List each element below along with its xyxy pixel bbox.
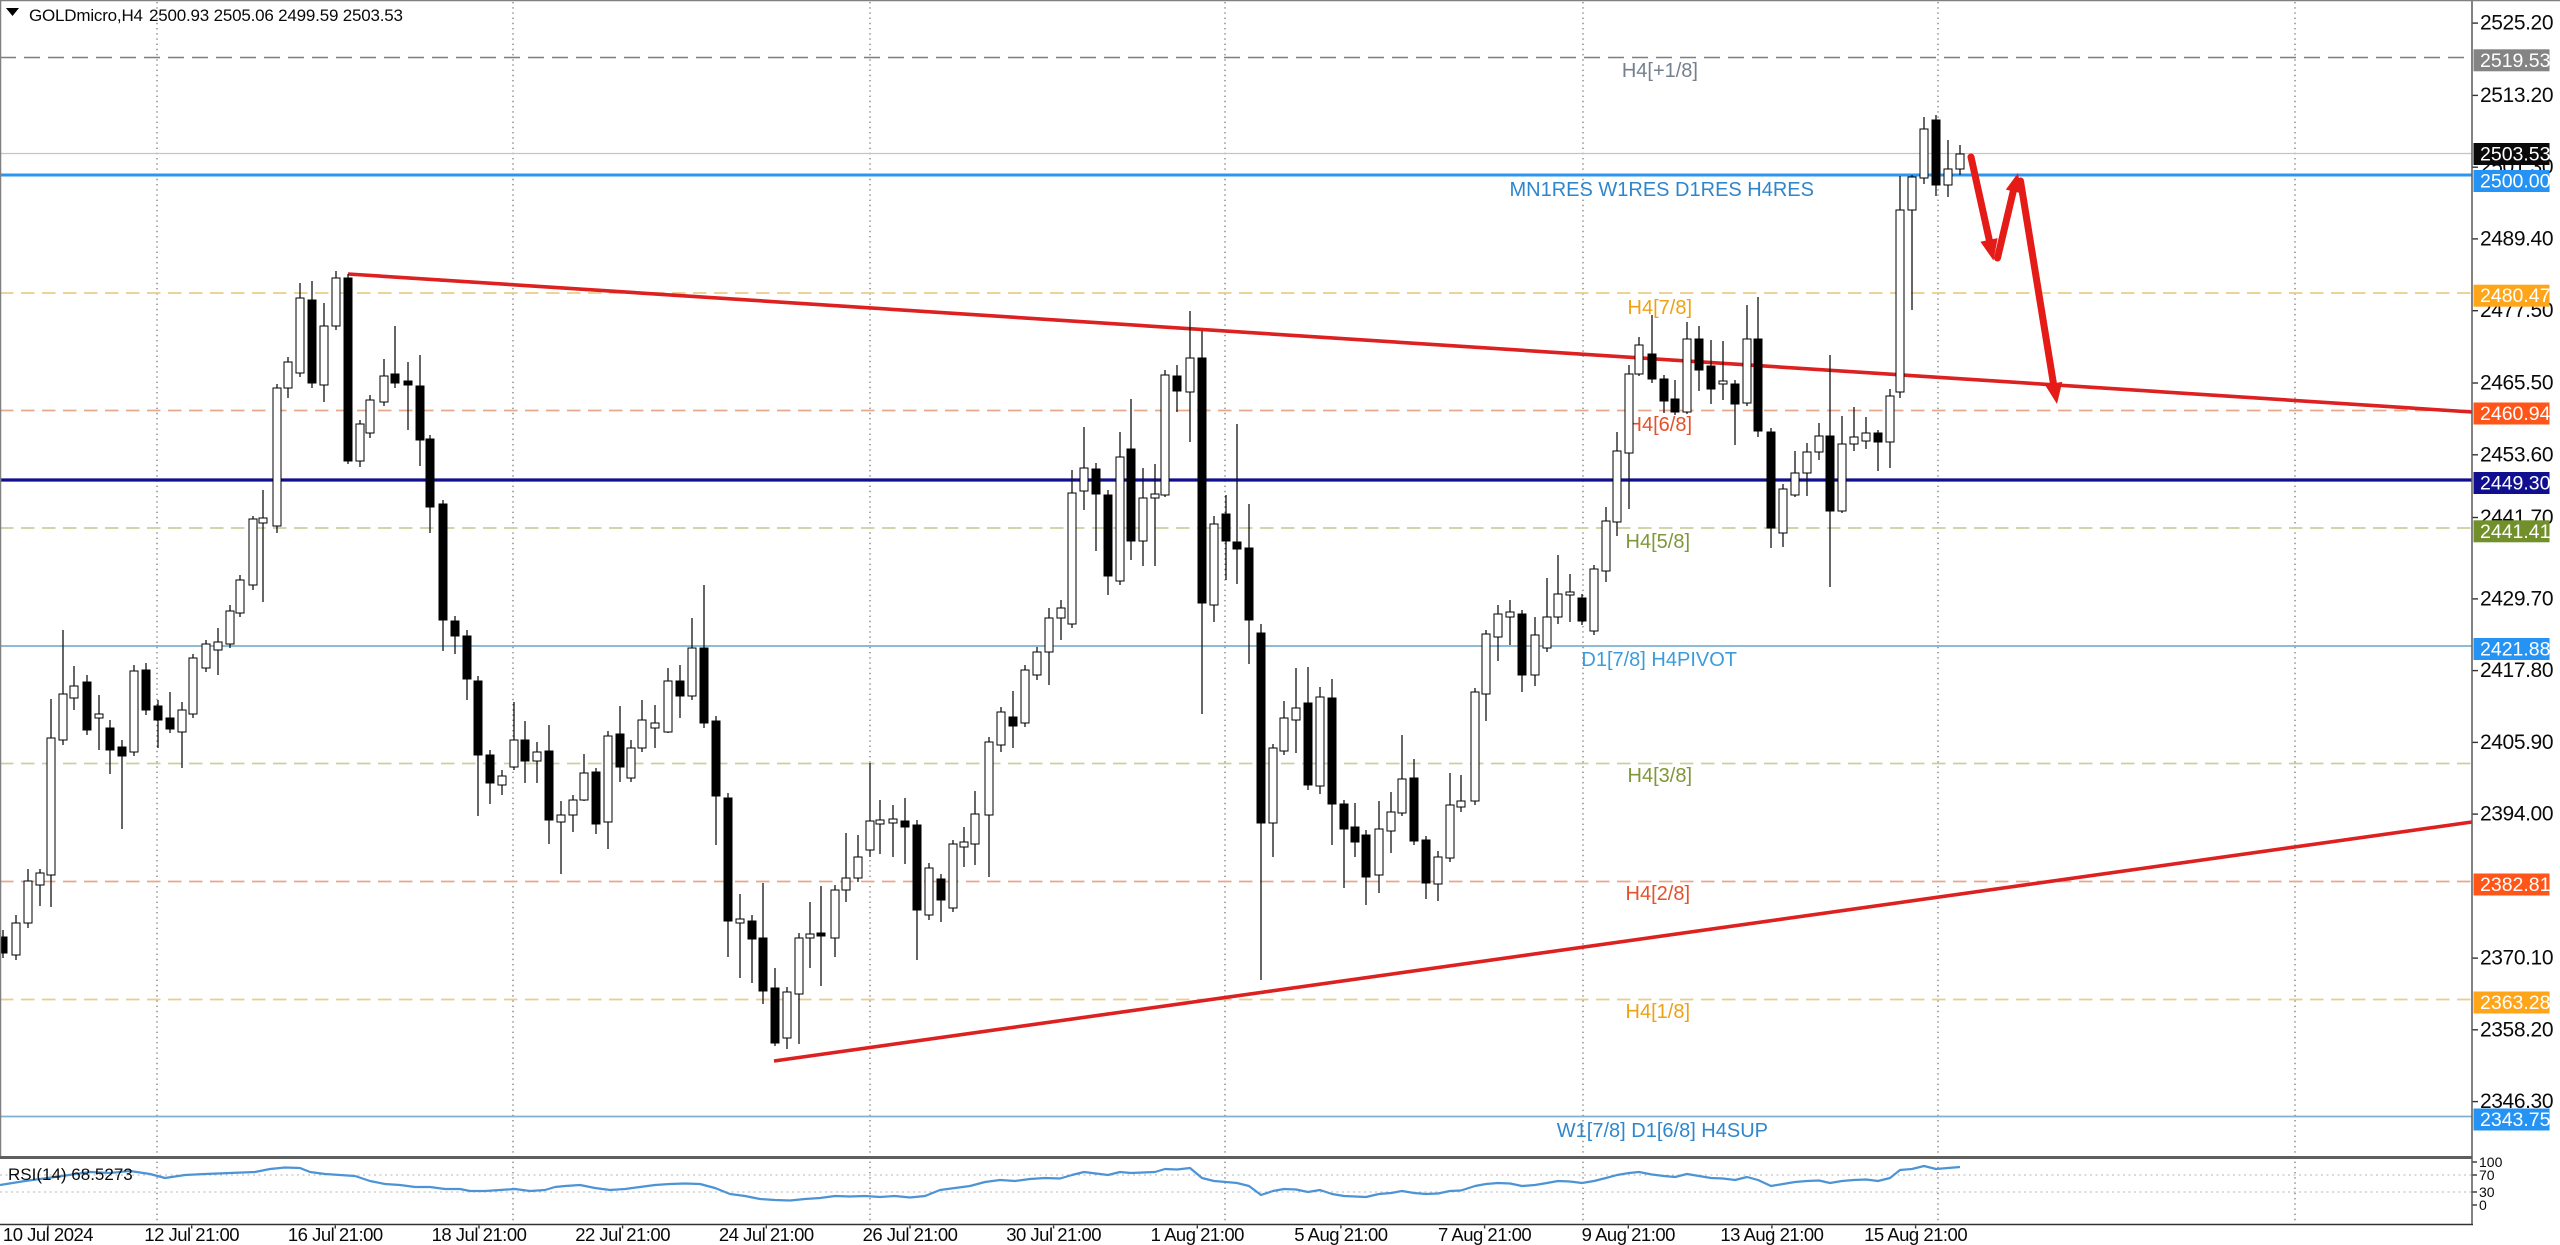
svg-text:2363.28: 2363.28	[2480, 992, 2551, 1014]
svg-text:MN1RES W1RES D1RES H4RES: MN1RES W1RES D1RES H4RES	[1509, 179, 1814, 201]
svg-text:H4[1/8]: H4[1/8]	[1626, 1001, 1690, 1023]
svg-text:30: 30	[2479, 1184, 2495, 1200]
svg-text:2441.41: 2441.41	[2480, 521, 2551, 543]
svg-text:2358.20: 2358.20	[2480, 1018, 2553, 1041]
svg-text:24 Jul 21:00: 24 Jul 21:00	[719, 1224, 814, 1245]
svg-text:5 Aug 21:00: 5 Aug 21:00	[1294, 1224, 1387, 1245]
svg-text:2465.50: 2465.50	[2480, 372, 2553, 395]
svg-text:GOLDmicro,H4: GOLDmicro,H4	[29, 6, 143, 25]
svg-text:2343.75: 2343.75	[2480, 1109, 2551, 1131]
svg-text:H4[6/8]: H4[6/8]	[1628, 414, 1692, 436]
svg-text:9 Aug 21:00: 9 Aug 21:00	[1582, 1224, 1675, 1245]
svg-text:H4[+1/8]: H4[+1/8]	[1622, 60, 1698, 82]
svg-text:22 Jul 21:00: 22 Jul 21:00	[575, 1224, 670, 1245]
svg-text:18 Jul 21:00: 18 Jul 21:00	[432, 1224, 527, 1245]
svg-text:2417.80: 2417.80	[2480, 659, 2553, 682]
svg-text:H4[3/8]: H4[3/8]	[1628, 765, 1692, 787]
svg-text:2500.93 2505.06 2499.59 2503.5: 2500.93 2505.06 2499.59 2503.53	[149, 6, 403, 25]
svg-text:2500.00: 2500.00	[2480, 171, 2551, 193]
svg-text:2346.30: 2346.30	[2480, 1090, 2553, 1113]
svg-text:100: 100	[2479, 1154, 2503, 1170]
svg-text:15 Aug 21:00: 15 Aug 21:00	[1864, 1224, 1967, 1245]
svg-text:2460.94: 2460.94	[2480, 403, 2551, 425]
svg-text:H4[5/8]: H4[5/8]	[1626, 531, 1690, 553]
svg-text:30 Jul 21:00: 30 Jul 21:00	[1006, 1224, 1101, 1245]
svg-text:26 Jul 21:00: 26 Jul 21:00	[863, 1224, 958, 1245]
svg-text:2513.20: 2513.20	[2480, 84, 2553, 107]
svg-text:2370.10: 2370.10	[2480, 947, 2553, 970]
svg-text:7 Aug 21:00: 7 Aug 21:00	[1438, 1224, 1531, 1245]
svg-text:2480.47: 2480.47	[2480, 285, 2551, 307]
svg-text:2449.30: 2449.30	[2480, 473, 2551, 495]
svg-text:13 Aug 21:00: 13 Aug 21:00	[1720, 1224, 1823, 1245]
svg-text:2394.00: 2394.00	[2480, 803, 2553, 826]
svg-text:0: 0	[2479, 1197, 2487, 1213]
svg-text:2405.90: 2405.90	[2480, 731, 2553, 754]
svg-text:2382.81: 2382.81	[2480, 874, 2551, 896]
svg-text:2503.53: 2503.53	[2480, 144, 2551, 166]
svg-text:16 Jul 21:00: 16 Jul 21:00	[288, 1224, 383, 1245]
svg-text:W1[7/8] D1[6/8] H4SUP: W1[7/8] D1[6/8] H4SUP	[1557, 1120, 1768, 1142]
svg-text:70: 70	[2479, 1167, 2495, 1183]
svg-text:2525.20: 2525.20	[2480, 12, 2553, 35]
svg-text:2429.70: 2429.70	[2480, 587, 2553, 610]
svg-text:D1[7/8] H4PIVOT: D1[7/8] H4PIVOT	[1581, 649, 1737, 671]
svg-text:10 Jul 2024: 10 Jul 2024	[3, 1224, 93, 1245]
svg-text:2519.53: 2519.53	[2480, 50, 2551, 72]
svg-text:2421.88: 2421.88	[2480, 639, 2551, 661]
svg-text:2453.60: 2453.60	[2480, 443, 2553, 466]
svg-text:H4[7/8]: H4[7/8]	[1628, 297, 1692, 319]
svg-text:2489.40: 2489.40	[2480, 227, 2553, 250]
svg-text:12 Jul 21:00: 12 Jul 21:00	[144, 1224, 239, 1245]
svg-text:1 Aug 21:00: 1 Aug 21:00	[1151, 1224, 1244, 1245]
svg-text:H4[2/8]: H4[2/8]	[1626, 883, 1690, 905]
svg-text:RSI(14) 68.5273: RSI(14) 68.5273	[8, 1165, 133, 1184]
